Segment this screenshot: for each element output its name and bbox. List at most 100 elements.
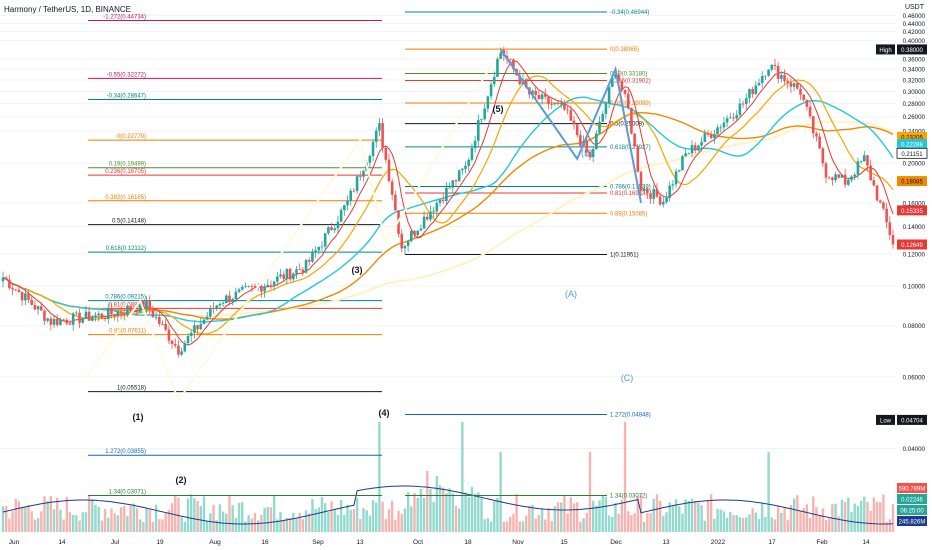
volume-bar (365, 510, 368, 532)
candle-body (649, 193, 652, 199)
time-tick-label: 18 (464, 539, 472, 546)
volume-bar (8, 518, 11, 532)
volume-bar (863, 496, 866, 532)
volume-bar (598, 500, 601, 532)
candle-body (709, 134, 713, 138)
volume-bar (11, 511, 14, 532)
fib-left-label: 0.786(0.09215) (105, 295, 146, 301)
volume-bar (595, 505, 598, 532)
candle-body (237, 289, 241, 292)
volume-bar (416, 497, 419, 532)
candle-body (636, 146, 640, 172)
volume-bar (30, 511, 33, 532)
volume-bar (799, 510, 802, 532)
volume-bar (671, 506, 675, 532)
candle-body (24, 293, 27, 301)
candle-body (617, 74, 620, 82)
candle-body (75, 312, 78, 314)
price-tick-label: 0.06000 (903, 374, 926, 381)
time-tick-label: 13 (356, 539, 364, 546)
volume-bar (355, 497, 359, 532)
candle-body (559, 103, 563, 105)
candle-body (630, 108, 633, 134)
volume-bar (719, 509, 722, 532)
volume-bar (633, 513, 636, 532)
price-badge-label: 0.02246 (901, 498, 923, 504)
volume-bar (269, 507, 273, 532)
volume-bar (834, 503, 837, 532)
candle-body (483, 108, 486, 120)
candle-body (690, 145, 694, 154)
candle-body (869, 165, 872, 181)
time-tick-label: Dec (610, 539, 622, 546)
volume-bar (509, 516, 512, 532)
volume-bar (100, 520, 104, 532)
candle-body (346, 200, 349, 206)
fib-left-label: -0.34(0.28647) (107, 94, 146, 100)
price-badge-bg (897, 239, 927, 250)
volume-bar (764, 517, 767, 532)
candle-body (888, 222, 892, 236)
candle-body (735, 115, 738, 119)
volume-bar (888, 519, 892, 532)
volume-bar (700, 505, 703, 532)
volume-bar (560, 502, 563, 532)
candle-body (658, 196, 662, 205)
volume-bar (623, 422, 627, 532)
volume-bar (285, 517, 289, 532)
candle-body (116, 311, 120, 316)
volume-bar (875, 501, 879, 532)
volume-bar (706, 499, 710, 532)
candle-body (451, 180, 455, 188)
volume-bar (556, 502, 560, 532)
volume-bar (410, 506, 413, 532)
volume-bar (591, 500, 595, 532)
volume-bar (199, 506, 202, 532)
volume-bar (866, 501, 869, 532)
candle-body (681, 156, 684, 171)
volume-bar (327, 511, 330, 532)
volume-bar (783, 507, 786, 532)
volume-bar (461, 422, 464, 532)
volume-bar (349, 509, 352, 532)
candle-body (336, 221, 340, 229)
price-badge-bg (897, 494, 927, 504)
volume-bar (298, 512, 301, 532)
volume-bar (266, 507, 269, 532)
price-tick-label: 0.26000 (903, 114, 926, 121)
price-tick-label: 0.10000 (903, 284, 926, 291)
volume-bar (859, 500, 863, 532)
candle-body (78, 312, 81, 323)
fib-left-label: 0.19(0.19499) (109, 162, 146, 168)
price-badge-label: 0.18085 (901, 180, 923, 186)
candle-body (607, 86, 611, 104)
volume-bar (228, 495, 231, 532)
volume-bar (761, 502, 764, 532)
volume-bar (301, 519, 305, 532)
candle-body (272, 281, 276, 286)
volume-bar (566, 513, 569, 532)
candle-body (349, 190, 353, 201)
fib-right-label: 1.34(0.03072) (610, 493, 647, 499)
volume-bar (94, 504, 97, 532)
volume-bar (336, 514, 340, 532)
volume-bar (477, 492, 480, 532)
volume-bar (375, 502, 378, 532)
volume-bar (738, 517, 742, 532)
volume-bar (314, 509, 317, 532)
candle-body (406, 241, 410, 246)
volume-bar (652, 498, 655, 532)
candle-body (307, 260, 311, 262)
candle-body (767, 69, 770, 76)
candle-body (467, 159, 471, 167)
volume-bar (346, 504, 349, 532)
candle-body (543, 94, 547, 97)
volume-bar (489, 521, 493, 532)
volume-bar (164, 513, 167, 532)
candle-body (158, 316, 161, 324)
volume-bar (687, 500, 691, 532)
volume-bar (601, 494, 604, 532)
candle-body (878, 200, 882, 203)
volume-bar (426, 470, 429, 532)
